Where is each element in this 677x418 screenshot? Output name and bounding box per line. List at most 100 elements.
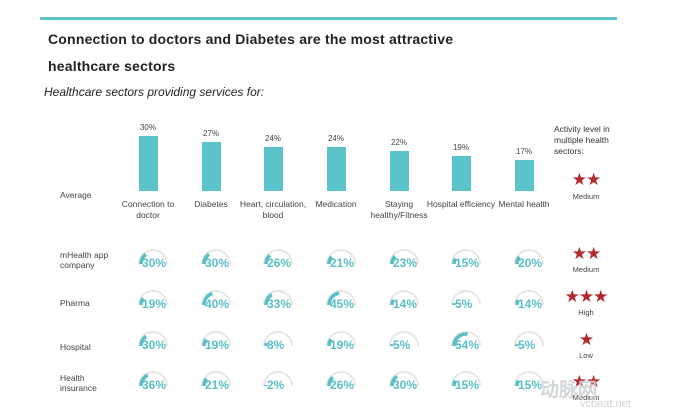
gauge-value-2-3: 19% bbox=[330, 338, 355, 352]
gauge-fill-0-1 bbox=[202, 252, 211, 265]
gauge-value-0-3: 21% bbox=[330, 256, 355, 270]
gauge-track-1-0 bbox=[138, 290, 168, 306]
gauge-fill-2-0 bbox=[139, 334, 148, 347]
gauge-value-0-4: 23% bbox=[393, 256, 418, 270]
gauge-2-3 bbox=[318, 330, 358, 356]
row-label-average: Average bbox=[60, 190, 92, 200]
gauge-fill-2-5 bbox=[452, 332, 468, 347]
gauge-svg-3-4 bbox=[389, 371, 419, 387]
gauge-value-0-1: 30% bbox=[205, 256, 230, 270]
chart-subtitle: Healthcare sectors providing services fo… bbox=[44, 85, 265, 99]
gauge-fill-0-3 bbox=[327, 255, 333, 265]
gauge-value-1-4: 14% bbox=[393, 297, 418, 311]
gauge-fill-1-0 bbox=[139, 297, 145, 306]
gauge-track-2-4 bbox=[389, 331, 419, 347]
gauge-svg-2-0 bbox=[138, 331, 168, 347]
gauge-3-2 bbox=[255, 370, 295, 396]
watermark-logo: 动脉网 bbox=[540, 380, 598, 401]
gauge-2-6 bbox=[506, 330, 546, 356]
gauge-1-2 bbox=[255, 289, 295, 315]
gauge-value-2-1: 19% bbox=[205, 338, 230, 352]
gauge-svg-1-2 bbox=[263, 290, 293, 306]
bar-value-label-1: 27% bbox=[202, 128, 219, 138]
gauge-1-6 bbox=[506, 289, 546, 315]
activity-stars-segment-3: ★★ bbox=[571, 372, 601, 391]
activity-level-segment-1: High bbox=[578, 308, 594, 317]
category-label-0: Connection to doctor bbox=[121, 199, 175, 220]
gauge-3-6 bbox=[506, 370, 546, 396]
gauge-2-1 bbox=[193, 330, 233, 356]
row-label-segment-3: Health insurance bbox=[60, 373, 97, 393]
gauge-0-6 bbox=[506, 248, 546, 274]
gauge-2-4 bbox=[381, 330, 421, 356]
gauge-svg-3-3 bbox=[326, 371, 356, 387]
bar-value-label-0: 30% bbox=[139, 123, 156, 132]
gauge-track-3-1 bbox=[201, 371, 231, 387]
gauge-2-0 bbox=[130, 330, 170, 356]
gauge-3-4 bbox=[381, 370, 421, 396]
row-label-segment-1: Pharma bbox=[60, 298, 90, 308]
gauge-track-1-4 bbox=[389, 290, 419, 306]
gauge-0-4 bbox=[381, 248, 421, 274]
gauge-0-3 bbox=[318, 248, 358, 274]
gauge-fill-3-5 bbox=[452, 379, 457, 387]
category-label-2: Heart, circulation, blood bbox=[239, 199, 307, 220]
gauge-track-1-5 bbox=[451, 290, 481, 306]
gauge-fill-1-2 bbox=[264, 293, 273, 306]
activity-level-segment-0: Medium bbox=[572, 265, 600, 274]
gauge-fill-0-4 bbox=[390, 254, 397, 265]
gauge-svg-1-3 bbox=[326, 290, 356, 306]
bar-3 bbox=[326, 147, 346, 191]
bar-1 bbox=[201, 141, 221, 191]
activity-stars-segment-1: ★★★ bbox=[564, 287, 609, 306]
gauge-svg-2-5 bbox=[451, 331, 481, 347]
gauge-svg-3-5 bbox=[451, 371, 481, 387]
gauge-svg-2-4 bbox=[389, 331, 419, 347]
gauge-3-5 bbox=[443, 370, 483, 396]
watermark-url: vcbeat.net bbox=[580, 398, 631, 410]
gauge-svg-2-3 bbox=[326, 331, 356, 347]
gauge-svg-0-3 bbox=[326, 249, 356, 265]
gauge-track-1-3 bbox=[326, 290, 356, 306]
gauge-track-2-0 bbox=[138, 331, 168, 347]
page-title-line2: healthcare sectors bbox=[48, 58, 176, 74]
gauge-track-2-1 bbox=[201, 331, 231, 347]
row-label-segment-2: Hospital bbox=[60, 342, 91, 352]
gauge-svg-2-1 bbox=[201, 331, 231, 347]
gauge-track-2-5 bbox=[451, 331, 481, 347]
gauge-track-0-6 bbox=[514, 249, 544, 265]
gauge-1-4 bbox=[381, 289, 421, 315]
category-label-5: Hospital efficiency bbox=[426, 199, 496, 209]
gauge-svg-3-0 bbox=[138, 371, 168, 387]
bar-0 bbox=[138, 136, 158, 191]
bar-value-label-6: 17% bbox=[515, 146, 532, 156]
gauge-track-1-2 bbox=[263, 290, 293, 306]
gauge-fill-0-6 bbox=[515, 255, 521, 265]
gauge-value-2-4: 5% bbox=[393, 338, 411, 352]
gauge-fill-3-4 bbox=[390, 374, 399, 387]
gauge-value-3-4: 30% bbox=[393, 378, 418, 392]
gauge-value-2-2: 8% bbox=[267, 338, 285, 352]
bar-2 bbox=[263, 147, 283, 191]
gauge-track-3-4 bbox=[389, 371, 419, 387]
gauge-svg-0-6 bbox=[514, 249, 544, 265]
gauge-track-0-2 bbox=[263, 249, 293, 265]
gauge-track-1-1 bbox=[201, 290, 231, 306]
gauge-1-1 bbox=[193, 289, 233, 315]
gauge-value-3-0: 36% bbox=[142, 378, 167, 392]
activity-stars-average: ★★ bbox=[571, 170, 601, 189]
gauge-1-3 bbox=[318, 289, 358, 315]
gauge-svg-3-1 bbox=[201, 371, 231, 387]
bar-value-label-2: 24% bbox=[264, 134, 281, 143]
gauge-3-0 bbox=[130, 370, 170, 396]
bar-value-label-3: 24% bbox=[327, 134, 344, 143]
gauge-fill-3-6 bbox=[515, 379, 520, 387]
gauge-track-0-5 bbox=[451, 249, 481, 265]
gauge-fill-2-3 bbox=[327, 338, 333, 347]
gauge-value-0-2: 26% bbox=[267, 256, 292, 270]
gauge-svg-1-4 bbox=[389, 290, 419, 306]
gauge-track-2-2 bbox=[263, 331, 293, 347]
gauge-track-3-5 bbox=[451, 371, 481, 387]
page-title-line1: Connection to doctors and Diabetes are t… bbox=[48, 31, 454, 47]
gauge-track-2-6 bbox=[514, 331, 544, 347]
